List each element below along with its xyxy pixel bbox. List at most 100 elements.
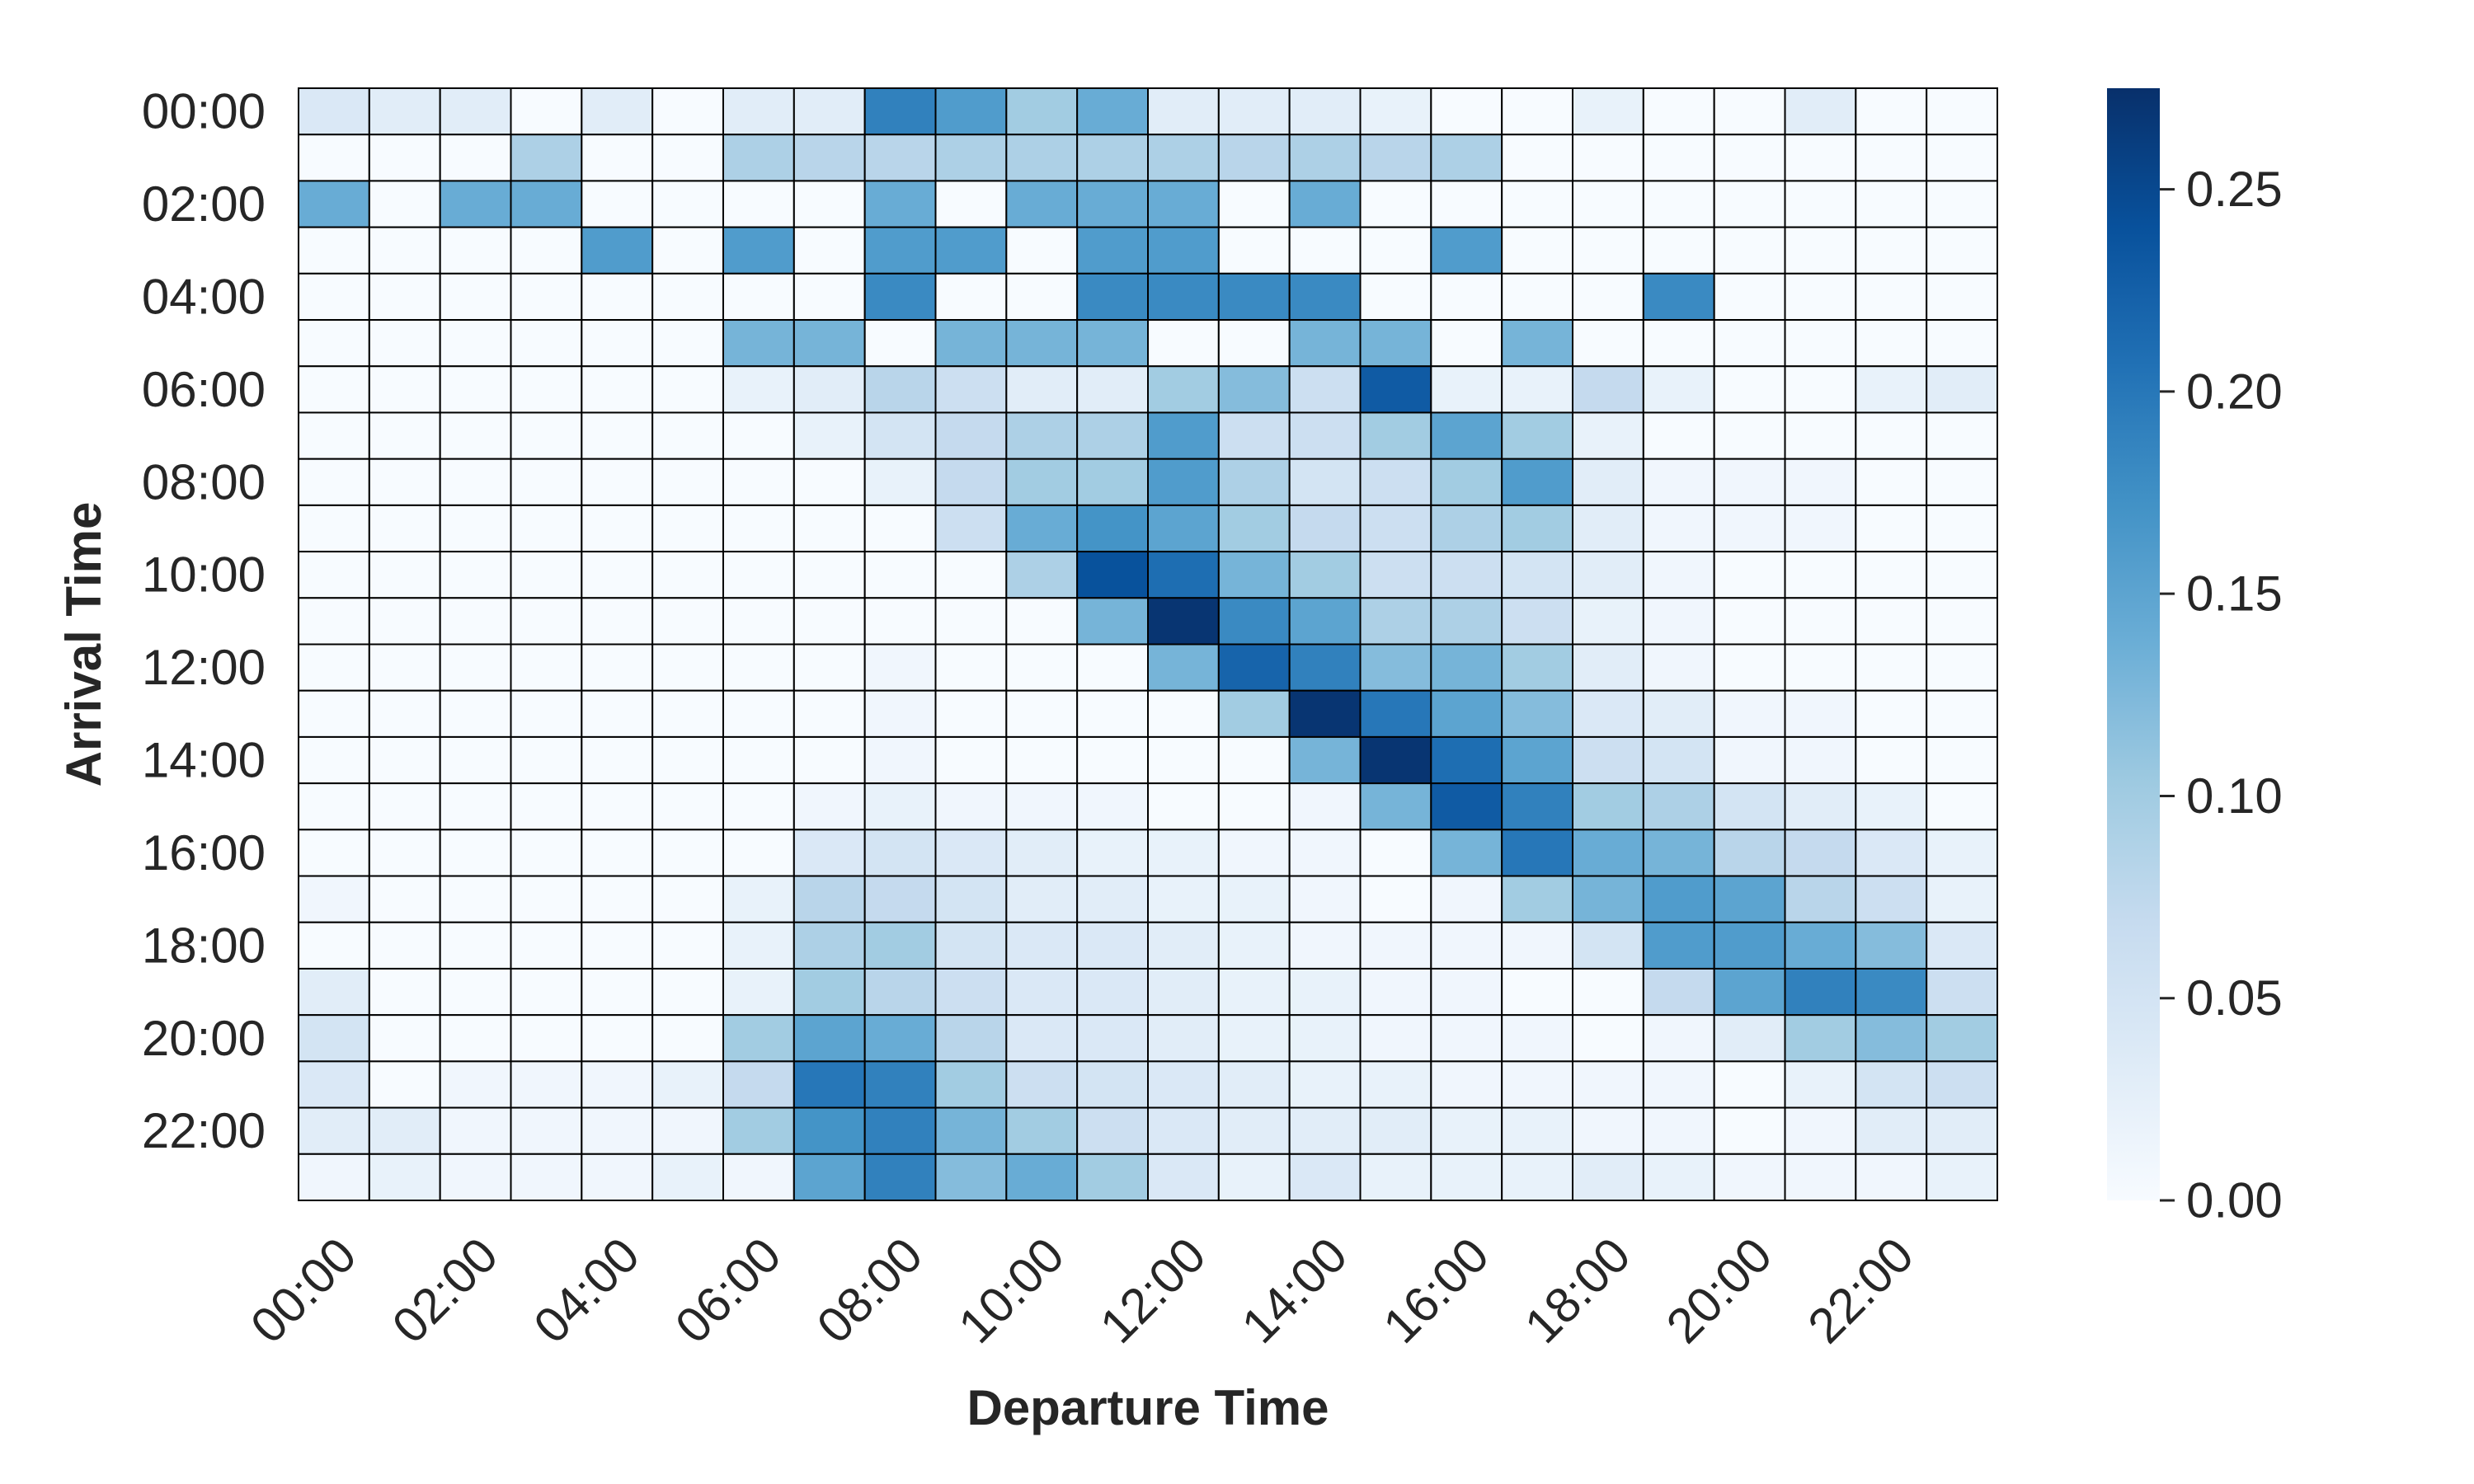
heatmap-cell — [1005, 1153, 1079, 1202]
y-tick-label: 08:00 — [142, 454, 266, 510]
heatmap-cell — [1642, 458, 1715, 506]
heatmap-cell — [651, 1014, 724, 1063]
heatmap-cell — [1713, 1153, 1786, 1202]
heatmap-cell — [1005, 967, 1079, 1017]
heatmap-cell — [1288, 875, 1362, 923]
heatmap-cell — [1713, 319, 1786, 368]
heatmap-cell — [1217, 87, 1291, 136]
y-tick-label: 02:00 — [142, 176, 266, 232]
heatmap-cell — [934, 272, 1008, 322]
heatmap-cell — [722, 272, 795, 322]
heatmap-cell — [298, 1060, 370, 1109]
heatmap-cell — [510, 272, 583, 322]
heatmap-cell — [581, 875, 654, 923]
heatmap-cell — [1713, 1014, 1786, 1063]
heatmap-cell — [581, 504, 654, 553]
heatmap-cell — [1076, 829, 1150, 877]
heatmap-cell — [1359, 967, 1432, 1017]
heatmap-cell — [1784, 1060, 1857, 1109]
heatmap-cell — [510, 458, 583, 506]
heatmap-cell — [439, 87, 512, 136]
heatmap-cell — [1501, 134, 1574, 182]
heatmap-cell — [368, 504, 441, 553]
heatmap-cell — [1217, 1153, 1291, 1202]
heatmap-cell — [722, 504, 795, 553]
heatmap-cell — [1217, 1014, 1291, 1063]
heatmap-cell — [1855, 643, 1928, 692]
heatmap-cell — [934, 1060, 1008, 1109]
heatmap-cell — [1076, 1106, 1150, 1155]
heatmap-cell — [722, 967, 795, 1017]
heatmap-cell — [1076, 87, 1150, 136]
heatmap-cell — [1642, 87, 1715, 136]
heatmap-cell — [863, 967, 937, 1017]
heatmap-cell — [1501, 87, 1574, 136]
heatmap-cell — [722, 134, 795, 182]
heatmap-cell — [1076, 504, 1150, 553]
heatmap-cell — [722, 1014, 795, 1063]
heatmap-cell — [1430, 551, 1503, 599]
heatmap-cell — [1572, 1060, 1644, 1109]
heatmap-cell — [1855, 551, 1928, 599]
heatmap-cell — [1430, 1014, 1503, 1063]
x-tick-label: 00:00 — [240, 1227, 367, 1354]
heatmap-cell — [1642, 134, 1715, 182]
heatmap-cell — [934, 735, 1008, 785]
x-tick-label: 06:00 — [665, 1227, 792, 1354]
heatmap-cell — [722, 643, 795, 692]
heatmap-cell — [368, 1014, 441, 1063]
heatmap-cell — [1217, 782, 1291, 831]
heatmap-cell — [510, 643, 583, 692]
heatmap-cell — [439, 1060, 512, 1109]
heatmap-cell — [1217, 1060, 1291, 1109]
heatmap-cell — [1288, 180, 1362, 228]
heatmap-cell — [581, 782, 654, 831]
heatmap-cell — [1501, 226, 1574, 275]
heatmap-cell — [439, 551, 512, 599]
heatmap-cell — [1005, 365, 1079, 414]
heatmap-cell — [1926, 875, 1998, 923]
heatmap-cell — [1005, 411, 1079, 460]
heatmap-cell — [722, 180, 795, 228]
heatmap-cell — [1147, 87, 1220, 136]
heatmap-cell — [1005, 597, 1079, 646]
heatmap-cell — [439, 782, 512, 831]
y-tick-label: 22:00 — [142, 1103, 266, 1158]
heatmap-cell — [651, 87, 724, 136]
heatmap-cell — [934, 134, 1008, 182]
heatmap-cell — [793, 180, 866, 228]
heatmap-cell — [1288, 967, 1362, 1017]
heatmap-cell — [1359, 180, 1432, 228]
heatmap-cell — [1076, 735, 1150, 785]
heatmap-cell — [1642, 967, 1715, 1017]
heatmap-cell — [510, 735, 583, 785]
heatmap-cell — [722, 458, 795, 506]
heatmap-cell — [934, 1014, 1008, 1063]
heatmap-cell — [722, 689, 795, 738]
heatmap-cell — [298, 365, 370, 414]
heatmap-cell — [581, 1014, 654, 1063]
heatmap-cell — [298, 180, 370, 228]
heatmap-cell — [793, 1106, 866, 1155]
heatmap-cell — [1501, 551, 1574, 599]
heatmap-cell — [1359, 365, 1432, 414]
heatmap-cell — [1288, 689, 1362, 738]
x-axis-ticks: 00:00 02:00 04:00 06:00 08:00 10:00 12:00 14:00… — [240, 1227, 1924, 1354]
heatmap-cell — [651, 875, 724, 923]
heatmap-cell — [510, 967, 583, 1017]
heatmap-cell — [1217, 180, 1291, 228]
heatmap-cell — [298, 967, 370, 1017]
heatmap-cell — [793, 643, 866, 692]
heatmap-cell — [1642, 782, 1715, 831]
heatmap-cell — [1288, 319, 1362, 368]
heatmap-cell — [1147, 643, 1220, 692]
heatmap-cell — [439, 921, 512, 970]
colorbar-tick-label: 0.05 — [2186, 970, 2283, 1026]
heatmap-cell — [1855, 134, 1928, 182]
heatmap-cell — [1572, 87, 1644, 136]
heatmap-cell — [368, 1060, 441, 1109]
heatmap-cell — [1501, 597, 1574, 646]
heatmap-cell — [439, 1106, 512, 1155]
heatmap-cell — [1855, 921, 1928, 970]
heatmap-cell — [651, 1106, 724, 1155]
